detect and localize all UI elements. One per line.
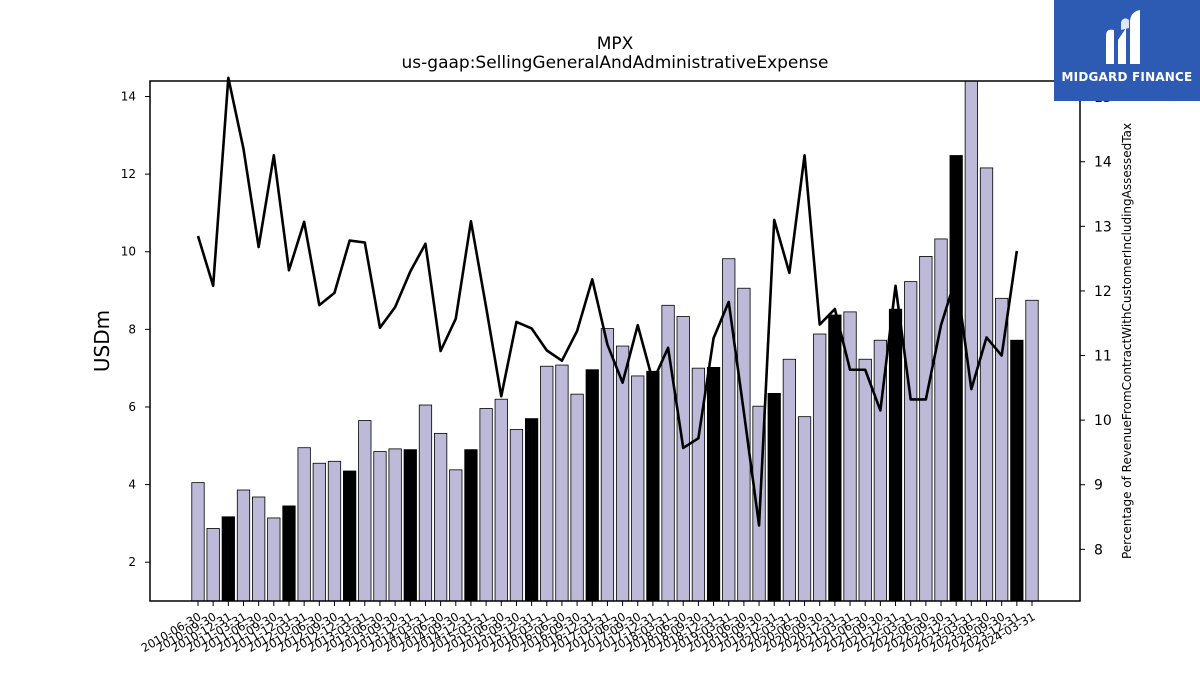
bar-2017-09-30 — [631, 375, 645, 602]
bar-2017-06-30 — [615, 345, 630, 602]
brand-logo: MIDGARD FINANCE — [1054, 0, 1200, 101]
bar-2021-06-30 — [858, 358, 872, 602]
bar-2012-06-30 — [312, 462, 326, 602]
y-tick-label-left: 4 — [128, 478, 136, 492]
bar-2020-09-30 — [813, 333, 827, 602]
bar-2020-03-31 — [782, 358, 796, 602]
chart-title: MPX — [597, 34, 634, 54]
bar-2016-03-31 — [540, 365, 554, 602]
y-tick-label-right: 8 — [1094, 542, 1103, 558]
bar-2013-12-31 — [403, 449, 417, 602]
bar-2010-06-30 — [191, 482, 205, 602]
chart-subtitle: us-gaap:SellingGeneralAndAdministrativeE… — [402, 53, 829, 73]
x-axis: 2010-06-302010-09-302010-12-312011-03-31… — [139, 601, 1038, 655]
y-tick-label-right: 11 — [1094, 349, 1112, 365]
bar-2016-06-30 — [555, 364, 569, 602]
bar-2011-12-31 — [282, 505, 296, 602]
y-tick-label-left: 12 — [121, 167, 136, 181]
bar-2017-12-31 — [646, 370, 660, 602]
bar-2012-03-31 — [297, 447, 311, 602]
bar-2015-03-31 — [479, 408, 493, 602]
y-tick-label-left: 14 — [121, 90, 136, 104]
bar-2021-12-31 — [888, 308, 903, 602]
bar-2013-06-30 — [373, 451, 387, 602]
y-axis-right: 89101112131415 — [1080, 90, 1112, 558]
y-tick-label-right: 12 — [1094, 284, 1112, 300]
bar-2013-03-31 — [358, 420, 372, 602]
bar-2022-12-31 — [949, 155, 963, 602]
bar-2012-09-30 — [327, 460, 342, 602]
bar-2019-12-31 — [767, 392, 781, 602]
bar-2014-09-30 — [449, 469, 463, 602]
bar-2018-06-30 — [676, 316, 690, 602]
bar-2018-12-31 — [706, 366, 721, 602]
bar-2012-12-31 — [343, 470, 357, 602]
midgard-logo-icon — [1106, 10, 1140, 65]
y-axis-label-left: USDm — [90, 310, 114, 372]
logo-text: MIDGARD FINANCE — [1061, 70, 1193, 84]
bar-2020-06-30 — [797, 416, 812, 602]
plot-frame — [149, 80, 1081, 602]
y-tick-label-right: 10 — [1094, 413, 1112, 429]
y-tick-label-left: 10 — [121, 245, 136, 259]
y-tick-label-right: 14 — [1094, 155, 1112, 171]
bar-2011-03-31 — [236, 489, 251, 602]
bar-2014-06-30 — [434, 432, 448, 602]
bar-2014-12-31 — [464, 449, 478, 602]
bar-2023-03-31 — [964, 80, 978, 602]
bar-2015-12-31 — [524, 418, 539, 602]
bar-2015-06-30 — [494, 398, 508, 602]
bar-2024-03-31 — [1025, 299, 1039, 602]
y-tick-label-left: 6 — [128, 400, 136, 414]
y-tick-label-right: 13 — [1094, 219, 1112, 235]
bar-2017-03-31 — [600, 328, 615, 602]
y-tick-label-right: 9 — [1094, 478, 1103, 494]
bar-2011-09-30 — [267, 517, 281, 602]
y-axis-label-right: Percentage of RevenueFromContractWithCus… — [1120, 123, 1134, 559]
bar-2020-12-31 — [828, 314, 842, 602]
y-axis-left: 2 4 6 8 10 12 14 — [121, 90, 150, 569]
bar-2022-06-30 — [919, 256, 933, 602]
bar-2011-06-30 — [252, 496, 266, 602]
bar-2014-03-31 — [418, 404, 433, 602]
bar-2016-09-30 — [570, 393, 584, 602]
bar-2015-09-30 — [509, 429, 524, 602]
bar-series — [191, 80, 1039, 602]
bar-2016-12-31 — [585, 369, 599, 602]
bar-2023-12-31 — [1010, 339, 1024, 602]
bar-2023-06-30 — [979, 167, 994, 602]
bar-2022-03-31 — [904, 281, 918, 602]
bar-2010-09-30 — [206, 528, 220, 602]
y-tick-label-left: 8 — [128, 322, 136, 336]
bar-2023-09-30 — [995, 297, 1009, 602]
line-series — [196, 76, 1019, 527]
y-tick-label-left: 2 — [128, 555, 136, 569]
bar-2022-09-30 — [934, 238, 948, 602]
bar-2013-09-30 — [388, 448, 402, 602]
bar-2010-12-31 — [221, 516, 235, 602]
